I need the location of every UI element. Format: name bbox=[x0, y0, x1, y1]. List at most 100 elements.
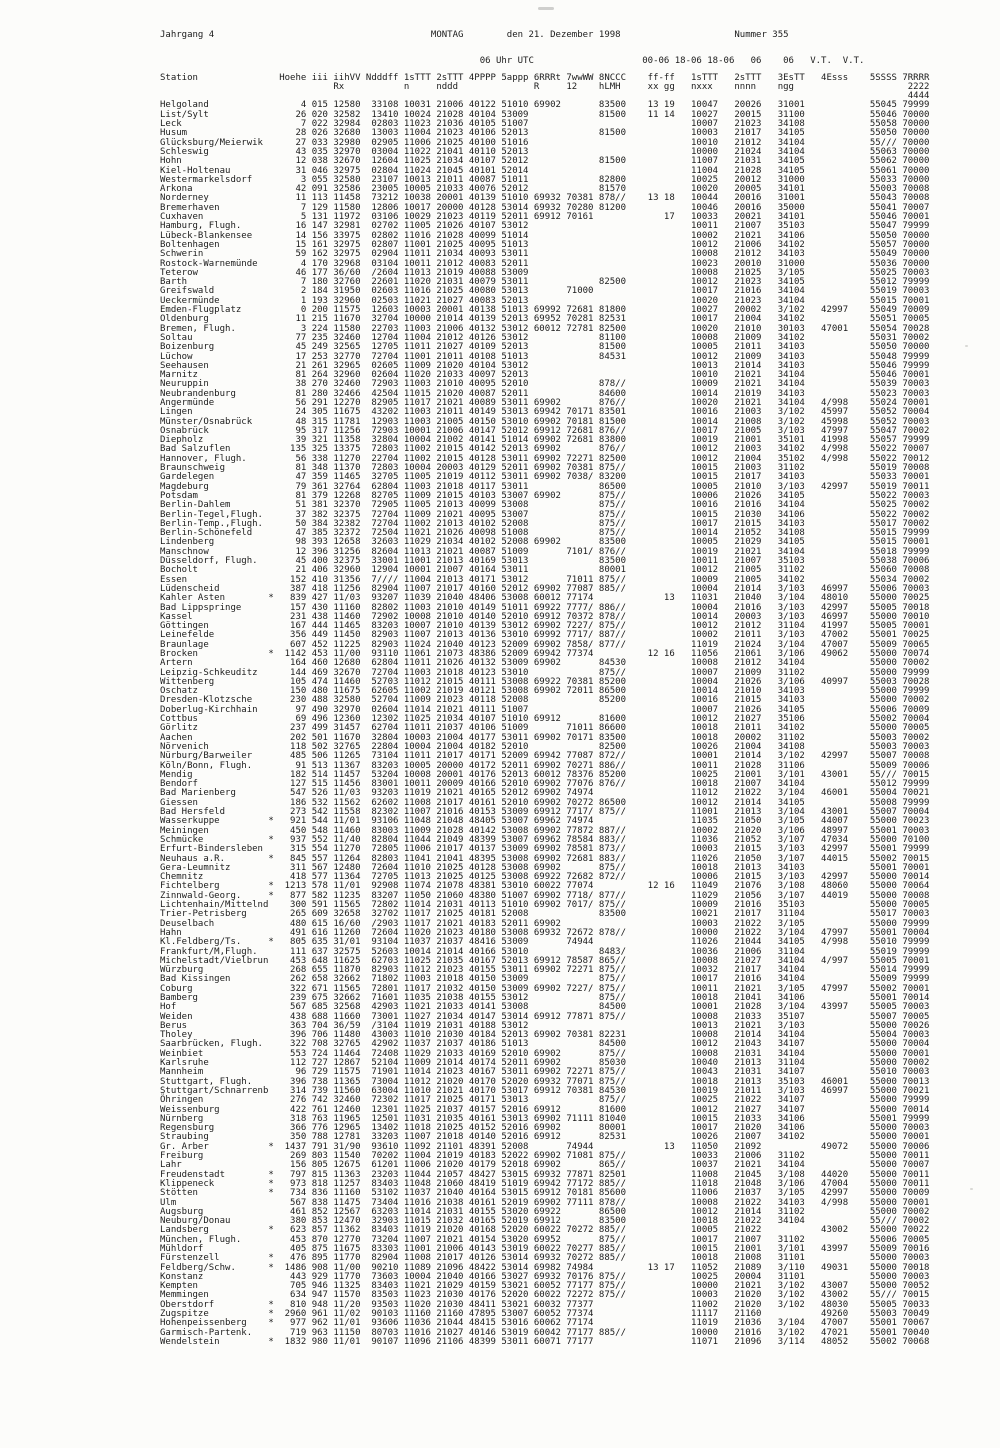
table-row: Kiel-Holtenau 31 046 32975 02804 11024 2… bbox=[160, 165, 930, 176]
scan-speck bbox=[970, 1188, 973, 1190]
table-row: Giessen 186 532 11562 62602 11008 21017 … bbox=[160, 797, 930, 808]
table-row: Hohenpeissenberg * 977 962 11/01 93606 1… bbox=[160, 1318, 930, 1329]
table-row: Artern 164 460 12680 62804 11011 21026 4… bbox=[160, 658, 930, 669]
table-row: Bad Marienberg 547 526 11/03 93203 11019… bbox=[160, 788, 930, 799]
table-row: Meiningen 450 548 11460 83003 11009 2102… bbox=[160, 825, 930, 836]
table-row: Mannheim 96 729 11575 71901 11014 21023 … bbox=[160, 1067, 930, 1078]
table-row: Braunlage 607 452 11225 82903 11024 2104… bbox=[160, 639, 930, 650]
table-row: Leipzig-Schkeuditz 144 469 32670 72704 1… bbox=[160, 667, 930, 678]
table-row: Diepholz 39 321 11358 32804 10004 21002 … bbox=[160, 435, 930, 446]
table-row: Kl.Feldberg/Ts. * 805 635 31/01 93104 11… bbox=[160, 937, 930, 948]
table-row: Bocholt 21 406 32960 12904 10001 21007 4… bbox=[160, 565, 930, 576]
table-row: Lindenberg 98 393 12658 32603 11029 2103… bbox=[160, 537, 930, 548]
table-row: Manschnow 12 396 31256 82604 11013 21021… bbox=[160, 546, 930, 557]
table-row: Lübeck-Blankensee 14 156 33975 02802 110… bbox=[160, 230, 930, 241]
table-row: Weissenburg 422 761 12460 12301 11025 21… bbox=[160, 1104, 930, 1115]
table-row: Trier-Petrisberg 265 609 32658 32702 110… bbox=[160, 909, 930, 920]
table-row: Lüchow 17 253 32770 72704 11001 21011 40… bbox=[160, 351, 930, 362]
table-row: Straubing 350 788 12781 33203 11007 2101… bbox=[160, 1132, 930, 1143]
table-row: Aachen 202 501 11670 32804 10003 21004 4… bbox=[160, 732, 930, 743]
scan-speck bbox=[965, 345, 968, 347]
table-row: Lingen 24 305 11675 43202 11003 21011 40… bbox=[160, 407, 930, 418]
table-row: Husum 28 026 32680 13003 11004 21023 401… bbox=[160, 128, 930, 139]
table-row: Nörvenich 118 502 32765 22804 10004 2100… bbox=[160, 741, 930, 752]
table-row: Kempten 705 946 11325 83403 11021 21029 … bbox=[160, 1281, 930, 1292]
table-row: Oberstdorf * 810 948 11/20 93503 11020 2… bbox=[160, 1299, 930, 1310]
table-row: Coburg 322 671 11565 72801 11017 21032 4… bbox=[160, 983, 930, 994]
table-row: Regensburg 366 776 12965 13402 11018 210… bbox=[160, 1123, 930, 1134]
table-row: Nürburg/Barweiler 485 506 11265 73104 11… bbox=[160, 751, 930, 762]
table-row: Schmücke * 937 552 11/40 82804 11044 210… bbox=[160, 834, 930, 845]
table-row: Tholey 396 706 11480 43003 11010 21030 4… bbox=[160, 1030, 930, 1041]
table-row: Görlitz 237 499 31457 62704 11011 21037 … bbox=[160, 723, 930, 734]
table-row: Schwerin 59 162 32975 02904 11011 21034 … bbox=[160, 249, 930, 260]
table-row: Teterow 46 177 36/60 /2604 11013 21019 4… bbox=[160, 267, 930, 278]
table-row: Leinefelde 356 449 11450 82903 11007 210… bbox=[160, 630, 930, 641]
table-row: Konstanz 443 929 11770 73603 10004 21040… bbox=[160, 1271, 930, 1282]
table-row: Bendorf 127 515 11456 83001 10011 20009 … bbox=[160, 779, 930, 790]
table-row: Arkona 42 091 32586 23005 10005 21033 40… bbox=[160, 184, 930, 195]
table-row: Soltau 77 235 32460 12704 11004 21012 40… bbox=[160, 332, 930, 343]
table-row: Cuxhaven 5 131 11972 03106 10029 21023 4… bbox=[160, 212, 930, 223]
table-row: Köln/Bonn, Flugh. 91 513 11367 83203 100… bbox=[160, 760, 930, 771]
table-row: Angermünde 56 291 12270 82905 11017 2102… bbox=[160, 397, 930, 408]
title-line: Jahrgang 4 MONTAG den 21. Dezember 1998 … bbox=[160, 30, 789, 40]
table-row: Norderney 11 113 11458 73212 10038 20001… bbox=[160, 193, 930, 204]
table-row: Berlin-Schönefeld 47 385 32372 72504 110… bbox=[160, 528, 930, 539]
table-row: Gardelegen 47 359 11465 32705 11005 2101… bbox=[160, 472, 930, 483]
table-row: Mendig 182 514 11457 53204 10008 20001 4… bbox=[160, 769, 930, 780]
station-table: Helgoland 4 015 12580 33108 10031 21006 … bbox=[160, 101, 1000, 1347]
column-subheader: Rx n nddd R 12 hLMH xx gg nxxx nnnn ngg … bbox=[160, 81, 930, 92]
table-row: List/Sylt 26 020 32582 13410 10024 21028… bbox=[160, 109, 930, 120]
table-row: Berlin-Dahlem 51 381 32370 72905 11005 2… bbox=[160, 500, 930, 511]
table-row: Kahler Asten * 839 427 11/03 93207 11039… bbox=[160, 593, 930, 604]
table-row: Glücksburg/Meierwik 27 033 32980 02905 1… bbox=[160, 137, 930, 148]
table-row: Leck 7 022 32984 02803 11023 21036 40105… bbox=[160, 119, 930, 130]
table-row: München, Flugh. 453 870 12770 73204 1100… bbox=[160, 1234, 930, 1245]
table-row: Greifswald 2 184 31950 02603 11016 21025… bbox=[160, 286, 930, 297]
table-row: Gera-Leumnitz 311 567 12480 72604 11010 … bbox=[160, 862, 930, 873]
table-row: Chemnitz 418 577 11364 72705 11013 21025… bbox=[160, 872, 930, 883]
table-row: Erfurt-Bindersleben 315 554 11270 72805 … bbox=[160, 844, 930, 855]
table-row: Essen 152 410 31356 7//// 11004 21013 40… bbox=[160, 574, 930, 585]
table-row: Neuhaus a.R. * 845 557 11264 82803 11041… bbox=[160, 853, 930, 864]
table-row: Düsseldorf, Flugh. 45 400 32375 33001 11… bbox=[160, 556, 930, 567]
table-row: Doberlug-Kirchhain 97 490 32970 02604 11… bbox=[160, 704, 930, 715]
table-row: Boizenburg 45 249 32565 12705 11011 2102… bbox=[160, 342, 930, 353]
table-row: Mühldorf 405 875 11675 83303 11001 21006… bbox=[160, 1244, 930, 1254]
table-row: Marnitz 81 264 32960 02604 11020 21033 4… bbox=[160, 370, 930, 381]
table-row: Öhringen 276 742 32460 72302 11017 21025… bbox=[160, 1095, 930, 1106]
table-row: Ulm 567 838 11475 73404 11016 21038 4016… bbox=[160, 1197, 930, 1208]
table-row: Bad Hersfeld 273 542 11558 82302 11007 2… bbox=[160, 807, 930, 818]
table-row: Weiden 438 688 11660 73001 11027 21034 4… bbox=[160, 1011, 930, 1022]
table-row: Barth 7 180 32760 22601 11020 21031 4007… bbox=[160, 277, 930, 288]
table-row: Karlsruhe 112 727 12867 52104 11009 2101… bbox=[160, 1058, 930, 1069]
table-row: Michelstadt/Vielbrun 453 648 11625 62703… bbox=[160, 955, 930, 966]
table-row: Boltenhagen 15 161 32975 02807 11001 210… bbox=[160, 239, 930, 250]
table-row: Frankfurt/M,Flugh. 111 637 32575 52603 1… bbox=[160, 946, 930, 957]
table-row: Ueckermünde 1 193 32960 02503 11021 2102… bbox=[160, 295, 930, 306]
table-row: Hahn 491 616 11260 72604 11020 21023 401… bbox=[160, 927, 930, 938]
table-row: Dresden-Klotzsche 230 488 32580 52704 11… bbox=[160, 695, 930, 706]
table-row: Oschatz 150 480 11675 62605 11002 21019 … bbox=[160, 686, 930, 697]
table-row: Berlin-Tegel,Flugh. 37 382 32375 72704 1… bbox=[160, 509, 930, 520]
table-row: Rostock-Warnemünde 4 170 32968 03104 100… bbox=[160, 258, 930, 269]
table-row: Braunschweig 81 348 11370 72803 10004 20… bbox=[160, 463, 930, 474]
table-row: Freudenstadt * 797 815 11363 23203 11044… bbox=[160, 1169, 930, 1180]
table-row: Kassel 231 438 11460 72902 10008 21010 4… bbox=[160, 611, 930, 622]
table-row: Bad Kissingen 262 658 32662 71802 11003 … bbox=[160, 974, 930, 985]
table-row: Stuttgart/Schnarrenb 314 739 11560 63004… bbox=[160, 1085, 930, 1096]
scan-artifact-mark bbox=[538, 7, 554, 10]
table-row: Neuburg/Donau 380 853 12470 32903 11015 … bbox=[160, 1216, 930, 1227]
table-row: Neuruppin 38 270 32460 72903 11003 21010… bbox=[160, 379, 930, 390]
table-row: Bremerhaven 7 129 11580 12806 10017 2000… bbox=[160, 202, 930, 213]
table-row: Garmisch-Partenk. 719 963 11150 80703 11… bbox=[160, 1327, 930, 1338]
table-row: Hamburg, Flugh. 16 147 32981 02702 11005… bbox=[160, 221, 930, 232]
table-row: Hannover, Flugh. 56 338 11270 22704 1100… bbox=[160, 453, 930, 464]
table-row: Neubrandenburg 81 280 32466 42504 11015 … bbox=[160, 388, 930, 399]
table-row: Berus 363 704 36/59 /3104 11019 21031 40… bbox=[160, 1020, 930, 1031]
table-row: Bad Salzuflen 135 325 13375 72803 11002 … bbox=[160, 444, 930, 455]
table-row: Osnabrück 95 317 11256 72903 10001 21006… bbox=[160, 425, 930, 436]
table-row: Bad Lippspringe 157 430 11160 82802 1100… bbox=[160, 602, 930, 613]
